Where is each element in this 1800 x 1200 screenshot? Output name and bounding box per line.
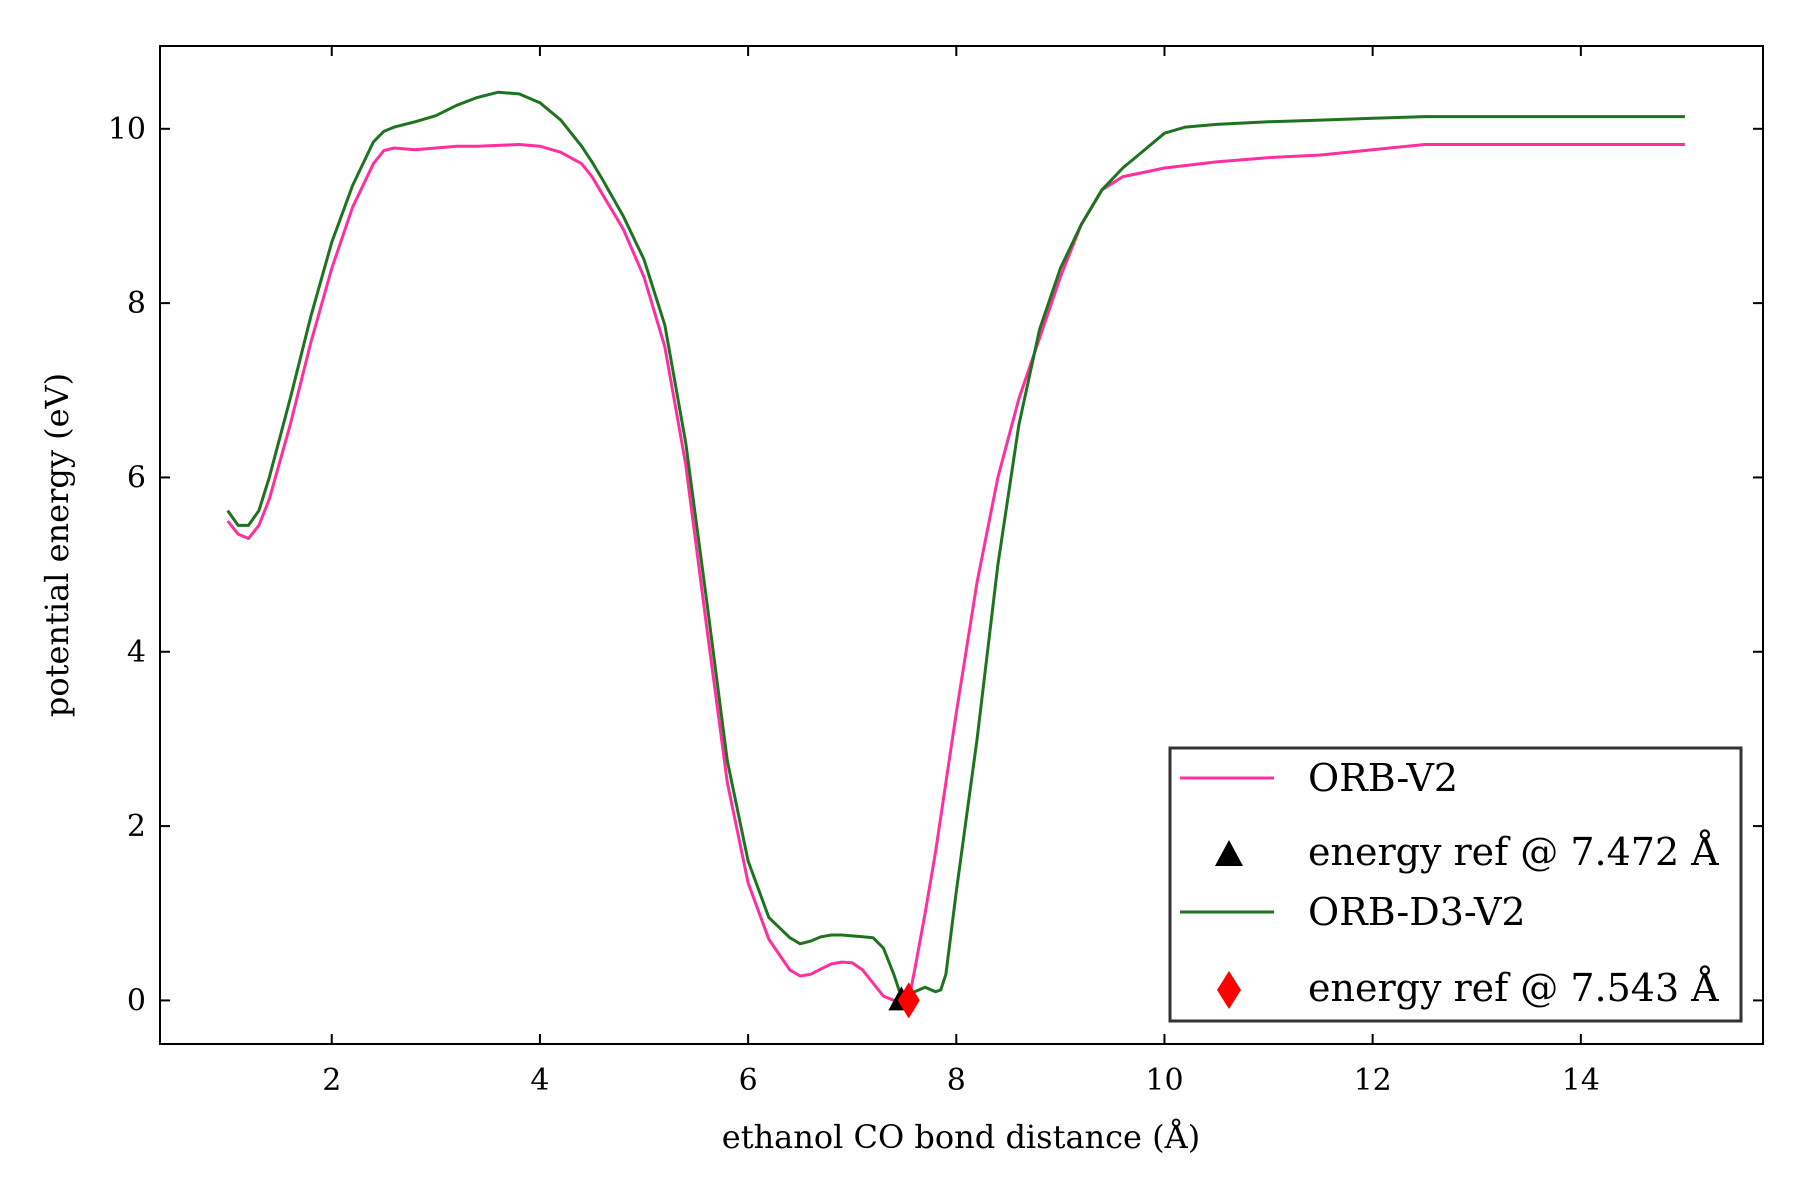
legend: ORB-V2 energy ref @ 7.472 Å ORB-D3-V2 en… (1170, 748, 1741, 1021)
y-axis-label: potential energy (eV) (38, 373, 76, 717)
y-tick-label-8: 8 (127, 286, 146, 321)
legend-label-ref-7543: energy ref @ 7.543 Å (1308, 966, 1719, 1010)
x-tick-label-8: 8 (947, 1063, 966, 1098)
y-tick-label-6: 6 (127, 460, 146, 495)
legend-label-orb-d3-v2: ORB-D3-V2 (1308, 890, 1526, 934)
y-tick-label-4: 4 (127, 635, 146, 670)
x-tick-label-14: 14 (1562, 1063, 1600, 1098)
x-tick-label-12: 12 (1354, 1063, 1392, 1098)
x-tick-label-4: 4 (530, 1063, 549, 1098)
y-tick-label-2: 2 (127, 809, 146, 844)
x-tick-label-10: 10 (1145, 1063, 1183, 1098)
x-tick-label-6: 6 (739, 1063, 758, 1098)
legend-label-orb-v2: ORB-V2 (1308, 756, 1458, 800)
y-tick-label-0: 0 (127, 983, 146, 1018)
y-tick-label-10: 10 (108, 112, 146, 147)
x-tick-label-2: 2 (322, 1063, 341, 1098)
x-axis-label: ethanol CO bond distance (Å) (722, 1118, 1200, 1156)
legend-label-ref-7472: energy ref @ 7.472 Å (1308, 830, 1719, 874)
